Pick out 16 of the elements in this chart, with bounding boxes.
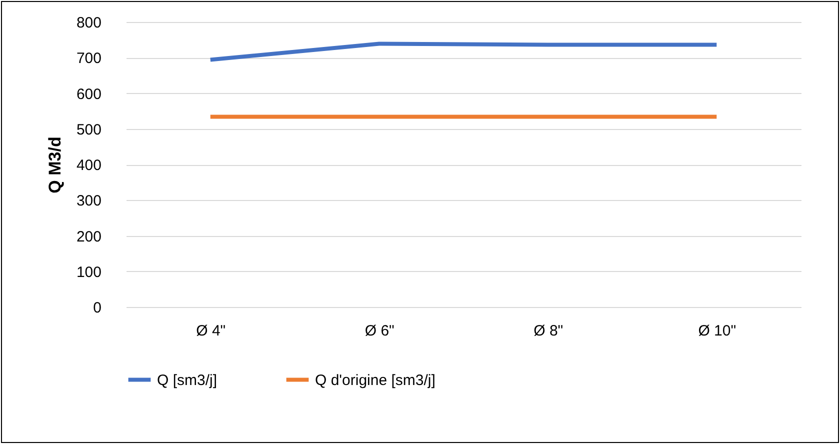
y-tick-label: 600: [76, 86, 102, 103]
x-tick-label: Ø 10": [698, 322, 736, 340]
y-tick-label: 300: [76, 192, 102, 210]
legend-label: Q d'origine [sm3/j]: [315, 372, 436, 389]
x-tick-label: Ø 4": [196, 322, 226, 340]
y-tick-label: 500: [76, 121, 102, 138]
y-tick-label: 800: [76, 14, 102, 32]
y-tick-label: 0: [93, 300, 102, 316]
y-tick-label: 200: [76, 228, 102, 246]
y-tick-label: 700: [76, 50, 102, 68]
legend-label: Q [sm3/j]: [157, 372, 218, 389]
x-tick-label: Ø 8": [534, 322, 564, 340]
y-tick-label: 400: [76, 157, 102, 174]
y-axis-title: Q M3/d: [45, 136, 64, 194]
y-tick-label: 100: [76, 264, 102, 281]
x-tick-label: Ø 6": [364, 322, 394, 340]
